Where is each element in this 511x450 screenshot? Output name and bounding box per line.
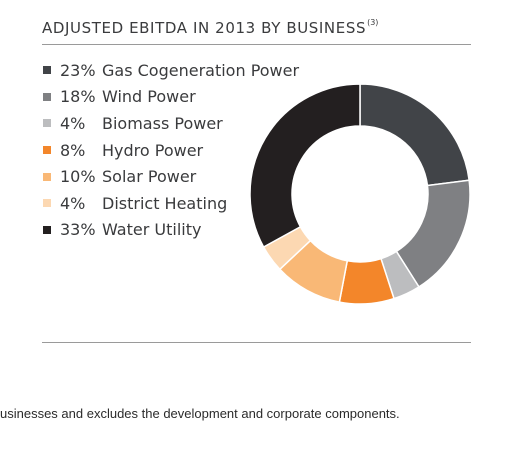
footnote-reference: (3) — [367, 18, 379, 27]
legend-item: 18% Wind Power — [43, 84, 299, 111]
legend-swatch — [43, 225, 51, 234]
legend-swatch — [43, 199, 51, 208]
legend-swatch — [43, 146, 51, 155]
legend-swatch — [43, 119, 51, 128]
legend-percent: 4% — [60, 113, 86, 133]
legend-swatch — [43, 92, 51, 101]
legend-label: Biomass Power — [102, 113, 223, 133]
legend-percent: 23% — [60, 60, 96, 80]
chart-legend: 23% Gas Cogeneration Power 18% Wind Power 4%… — [43, 57, 299, 243]
donut-slice-gas-cogeneration-power — [359, 83, 470, 187]
legend-percent: 4% — [60, 193, 86, 213]
legend-percent: 33% — [60, 220, 96, 240]
donut-slice-water-utility — [249, 83, 361, 249]
legend-item: 4% Biomass Power — [43, 110, 299, 137]
legend-label: Hydro Power — [102, 140, 204, 160]
legend-item: 33% Water Utility — [43, 217, 299, 244]
legend-item: 23% Gas Cogeneration Power — [43, 57, 299, 84]
legend-label: Water Utility — [102, 220, 202, 240]
legend-label: Gas Cogeneration Power — [102, 60, 300, 80]
legend-label: Wind Power — [102, 87, 196, 107]
legend-item: 10% Solar Power — [43, 163, 299, 190]
legend-percent: 10% — [60, 167, 96, 187]
chart-title: ADJUSTED EBITDA IN 2013 BY BUSINESS(3) — [42, 18, 379, 37]
legend-percent: 18% — [60, 87, 96, 107]
legend-label: Solar Power — [102, 167, 197, 187]
legend-percent: 8% — [60, 140, 86, 160]
legend-item: 4% District Heating — [43, 190, 299, 217]
legend-swatch — [43, 66, 51, 75]
legend-label: District Heating — [102, 193, 228, 213]
footnote-text: usinesses and excludes the development a… — [0, 406, 400, 421]
top-divider — [42, 44, 471, 45]
legend-item: 8% Hydro Power — [43, 137, 299, 164]
donut-chart — [249, 83, 471, 305]
bottom-divider — [42, 342, 471, 343]
chart-title-text: ADJUSTED EBITDA IN 2013 BY BUSINESS — [42, 19, 367, 37]
legend-swatch — [43, 172, 51, 181]
